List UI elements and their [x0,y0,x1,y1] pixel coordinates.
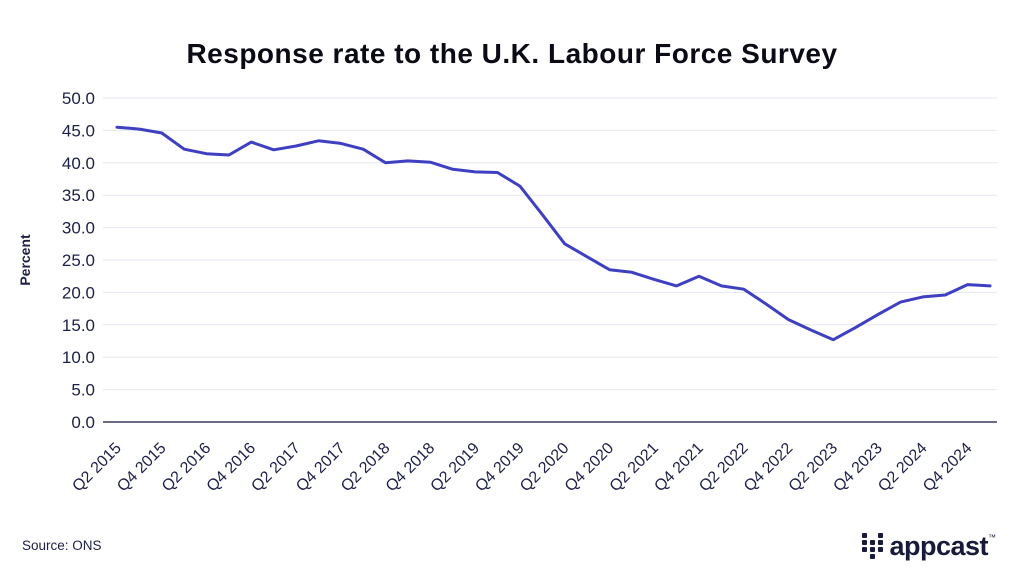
y-tick-label: 50.0 [62,89,95,108]
source-note: Source: ONS [22,538,102,553]
y-axis-title: Percent [17,234,33,286]
response-rate-line [115,125,992,342]
appcast-logo: appcast ™ [862,531,996,561]
appcast-wordmark: appcast [889,531,988,561]
trademark-symbol: ™ [988,533,996,542]
x-tick-label: Q4 2024 [920,440,975,495]
y-tick-label: 30.0 [62,219,95,238]
y-tick-label: 40.0 [62,154,95,173]
y-axis-tick-labels: 0.0 5.0 10.0 15.0 20.0 25.0 30.0 35.0 40.0 45.0 50… [62,89,95,432]
y-tick-label: 15.0 [62,316,95,335]
y-tick-label: 35.0 [62,186,95,205]
y-tick-label: 10.0 [62,348,95,367]
y-tick-label: 0.0 [71,413,95,432]
y-tick-label: 25.0 [62,251,95,270]
chart-title: Response rate to the U.K. Labour Force S… [186,38,838,69]
y-tick-label: 5.0 [71,381,95,400]
y-tick-label: 45.0 [62,121,95,140]
appcast-grid-icon [862,533,884,559]
y-tick-label: 20.0 [62,283,95,302]
gridlines [103,97,997,423]
